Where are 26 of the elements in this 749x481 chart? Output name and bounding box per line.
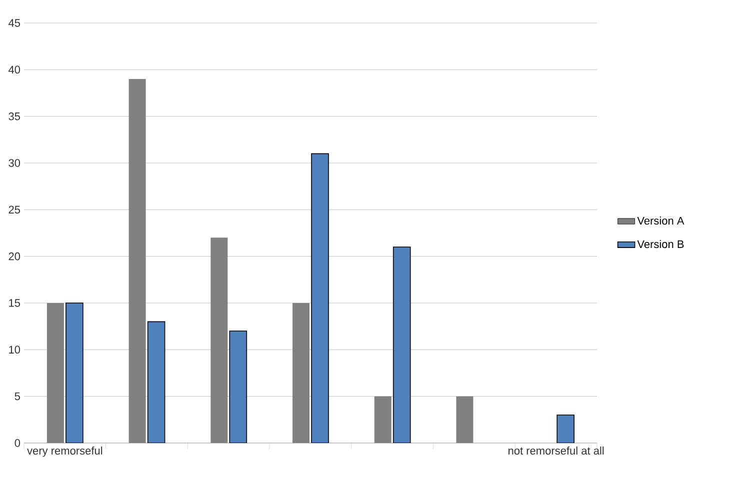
legend-label: Version A (637, 216, 684, 225)
bar (392, 246, 411, 443)
bar (556, 414, 574, 443)
y-tick-label: 10 (9, 346, 20, 354)
y-tick-label: 30 (8, 159, 20, 167)
bar (374, 396, 392, 443)
bar (147, 321, 166, 443)
y-tick-label: 15 (9, 299, 20, 307)
y-tick-label: 20 (8, 252, 20, 260)
bar (311, 153, 329, 443)
bar (46, 302, 64, 443)
legend-label: Version B (637, 240, 684, 248)
y-tick-label: 0 (14, 439, 20, 447)
x-tick-label: not remorseful at all (508, 446, 604, 455)
y-tick-label: 35 (8, 112, 20, 120)
y-tick-label: 40 (8, 66, 20, 74)
y-tick-label: 25 (8, 206, 20, 214)
bar (456, 396, 474, 443)
x-tick-label: very remorseful (27, 446, 102, 457)
bar (66, 302, 84, 443)
y-tick-label: 5 (14, 392, 20, 400)
bar (210, 238, 228, 443)
bar (128, 78, 146, 443)
y-tick-label: 45 (8, 19, 20, 27)
bar (229, 330, 248, 443)
bar (292, 302, 310, 443)
